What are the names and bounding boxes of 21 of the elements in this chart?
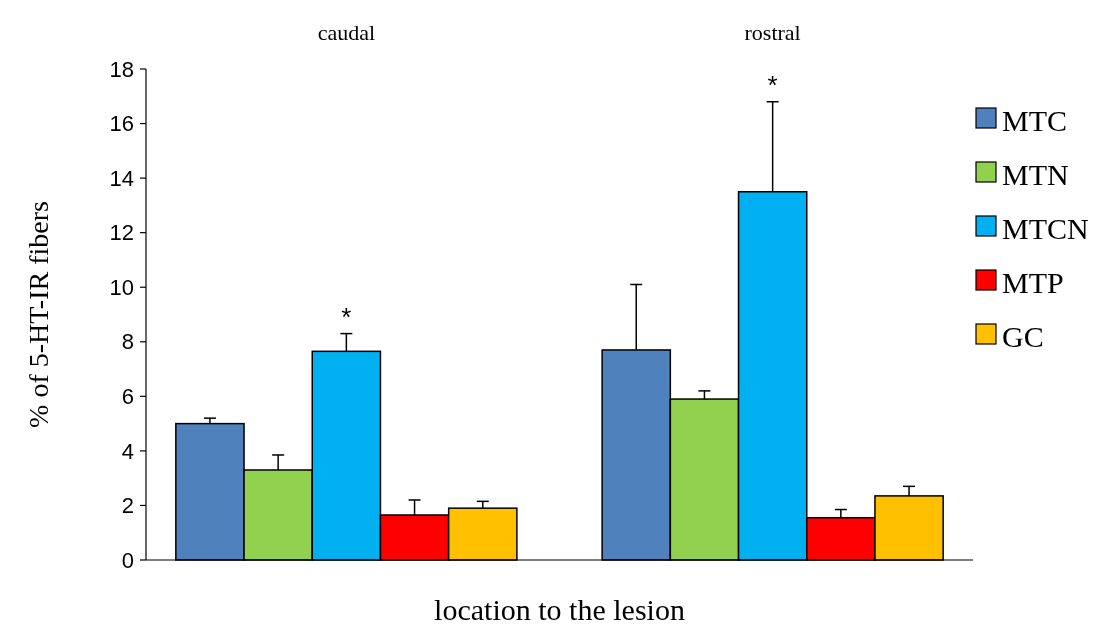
legend-label: MTC [1002,103,1068,137]
y-tick-label: 18 [109,56,134,82]
x-tick-label: rostral [744,20,801,45]
legend-label: MTP [1002,265,1064,299]
legend-label: GC [1002,319,1044,353]
annotation: * [341,301,352,332]
y-tick-label: 14 [109,165,134,191]
y-tick-label: 8 [121,329,134,355]
legend-label: MTN [1002,157,1069,191]
legend-label: MTCN [1002,211,1089,245]
y-tick-label: 4 [121,438,134,464]
x-tick-label: caudal [317,20,376,45]
y-tick-label: 0 [121,547,134,573]
x-axis-title: location to the lesion [434,593,685,626]
y-tick-label: 12 [109,220,134,246]
y-tick-label: 16 [109,111,134,137]
y-tick-label: 6 [121,384,134,410]
annotation: * [767,69,778,100]
y-axis-title: % of 5-HT-IR fibers [23,201,54,428]
y-tick-label: 2 [121,493,134,519]
y-tick-label: 10 [109,274,134,300]
